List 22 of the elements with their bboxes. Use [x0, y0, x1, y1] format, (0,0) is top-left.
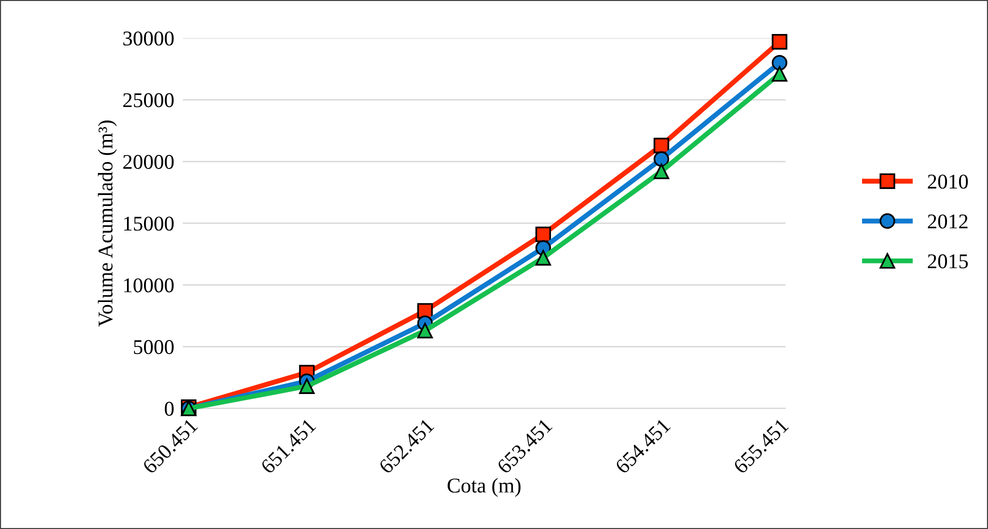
y-axis-title: Volume Acumulado (m³) — [98, 120, 117, 327]
point — [654, 138, 670, 154]
y-tick-label: 20000 — [123, 154, 174, 169]
y-tick-label: 25000 — [123, 93, 174, 108]
y-tick-label: 10000 — [124, 278, 174, 292]
legend-label: 2010 — [928, 174, 968, 189]
point — [654, 151, 670, 167]
x-axis-title: Cota (m) — [448, 478, 521, 497]
legend-label: 2012 — [928, 214, 968, 229]
point — [772, 34, 788, 50]
point — [417, 322, 433, 338]
point — [535, 226, 551, 242]
y-tick-label: 30000 — [123, 31, 174, 46]
y-tick-label: 15000 — [124, 216, 174, 231]
legend-label: 2015 — [928, 254, 968, 268]
point — [535, 250, 551, 266]
y-tick-label: 0 — [164, 402, 174, 416]
point — [772, 54, 788, 71]
point — [772, 66, 788, 82]
point — [654, 164, 670, 180]
y-tick-label: 5000 — [134, 340, 174, 354]
point — [299, 378, 315, 394]
